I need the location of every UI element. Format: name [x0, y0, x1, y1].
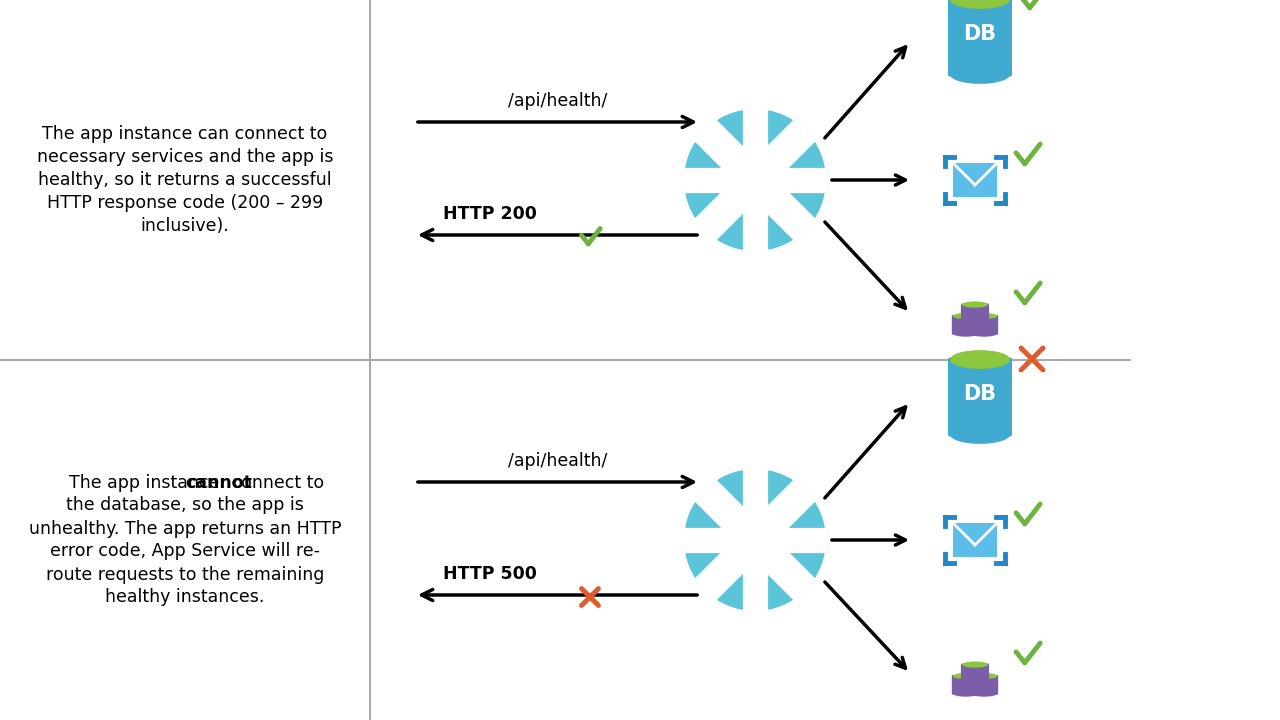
- Circle shape: [746, 171, 764, 189]
- Text: the database, so the app is: the database, so the app is: [67, 497, 303, 515]
- Circle shape: [709, 534, 722, 546]
- Ellipse shape: [952, 673, 979, 679]
- FancyBboxPatch shape: [952, 675, 980, 695]
- Text: /api/health/: /api/health/: [508, 452, 607, 470]
- Text: healthy, so it returns a successful: healthy, so it returns a successful: [38, 171, 332, 189]
- Text: HTTP response code (200 – 299: HTTP response code (200 – 299: [47, 194, 323, 212]
- Ellipse shape: [963, 662, 988, 667]
- Circle shape: [684, 468, 827, 612]
- Circle shape: [749, 494, 762, 507]
- Ellipse shape: [963, 319, 988, 325]
- FancyBboxPatch shape: [970, 315, 998, 335]
- Ellipse shape: [972, 690, 997, 697]
- Ellipse shape: [952, 330, 979, 337]
- Ellipse shape: [950, 350, 1010, 369]
- Circle shape: [709, 174, 722, 186]
- Ellipse shape: [972, 313, 997, 319]
- Circle shape: [772, 207, 785, 220]
- Text: unhealthy. The app returns an HTTP: unhealthy. The app returns an HTTP: [28, 520, 342, 538]
- Text: route requests to the remaining: route requests to the remaining: [46, 565, 324, 583]
- Text: /api/health/: /api/health/: [508, 92, 607, 110]
- FancyBboxPatch shape: [952, 315, 980, 335]
- Ellipse shape: [963, 302, 988, 307]
- Circle shape: [749, 134, 762, 147]
- Text: connect to: connect to: [225, 474, 324, 492]
- Circle shape: [726, 567, 739, 580]
- Circle shape: [746, 531, 764, 549]
- FancyBboxPatch shape: [961, 664, 989, 683]
- Text: DB: DB: [964, 384, 997, 404]
- Ellipse shape: [950, 0, 1010, 9]
- FancyBboxPatch shape: [948, 358, 1012, 436]
- FancyBboxPatch shape: [954, 523, 997, 557]
- Text: DB: DB: [964, 24, 997, 44]
- Text: The app instance can connect to: The app instance can connect to: [42, 125, 328, 143]
- Circle shape: [788, 174, 801, 186]
- Ellipse shape: [963, 679, 988, 685]
- FancyBboxPatch shape: [961, 304, 989, 323]
- Ellipse shape: [952, 690, 979, 697]
- Text: necessary services and the app is: necessary services and the app is: [37, 148, 333, 166]
- Ellipse shape: [972, 330, 997, 337]
- FancyBboxPatch shape: [970, 675, 998, 695]
- Ellipse shape: [952, 313, 979, 319]
- Ellipse shape: [972, 673, 997, 679]
- Text: HTTP 200: HTTP 200: [443, 205, 536, 223]
- Circle shape: [726, 207, 739, 220]
- Text: The app instance: The app instance: [69, 474, 225, 492]
- FancyBboxPatch shape: [948, 0, 1012, 76]
- Ellipse shape: [950, 65, 1010, 84]
- Ellipse shape: [950, 425, 1010, 444]
- Text: healthy instances.: healthy instances.: [105, 588, 265, 606]
- Text: inclusive).: inclusive).: [141, 217, 229, 235]
- Text: cannot: cannot: [186, 474, 252, 492]
- Text: HTTP 500: HTTP 500: [443, 565, 536, 583]
- Circle shape: [788, 534, 801, 546]
- Circle shape: [772, 567, 785, 580]
- FancyBboxPatch shape: [954, 163, 997, 197]
- Text: error code, App Service will re-: error code, App Service will re-: [50, 542, 320, 560]
- Circle shape: [684, 108, 827, 252]
